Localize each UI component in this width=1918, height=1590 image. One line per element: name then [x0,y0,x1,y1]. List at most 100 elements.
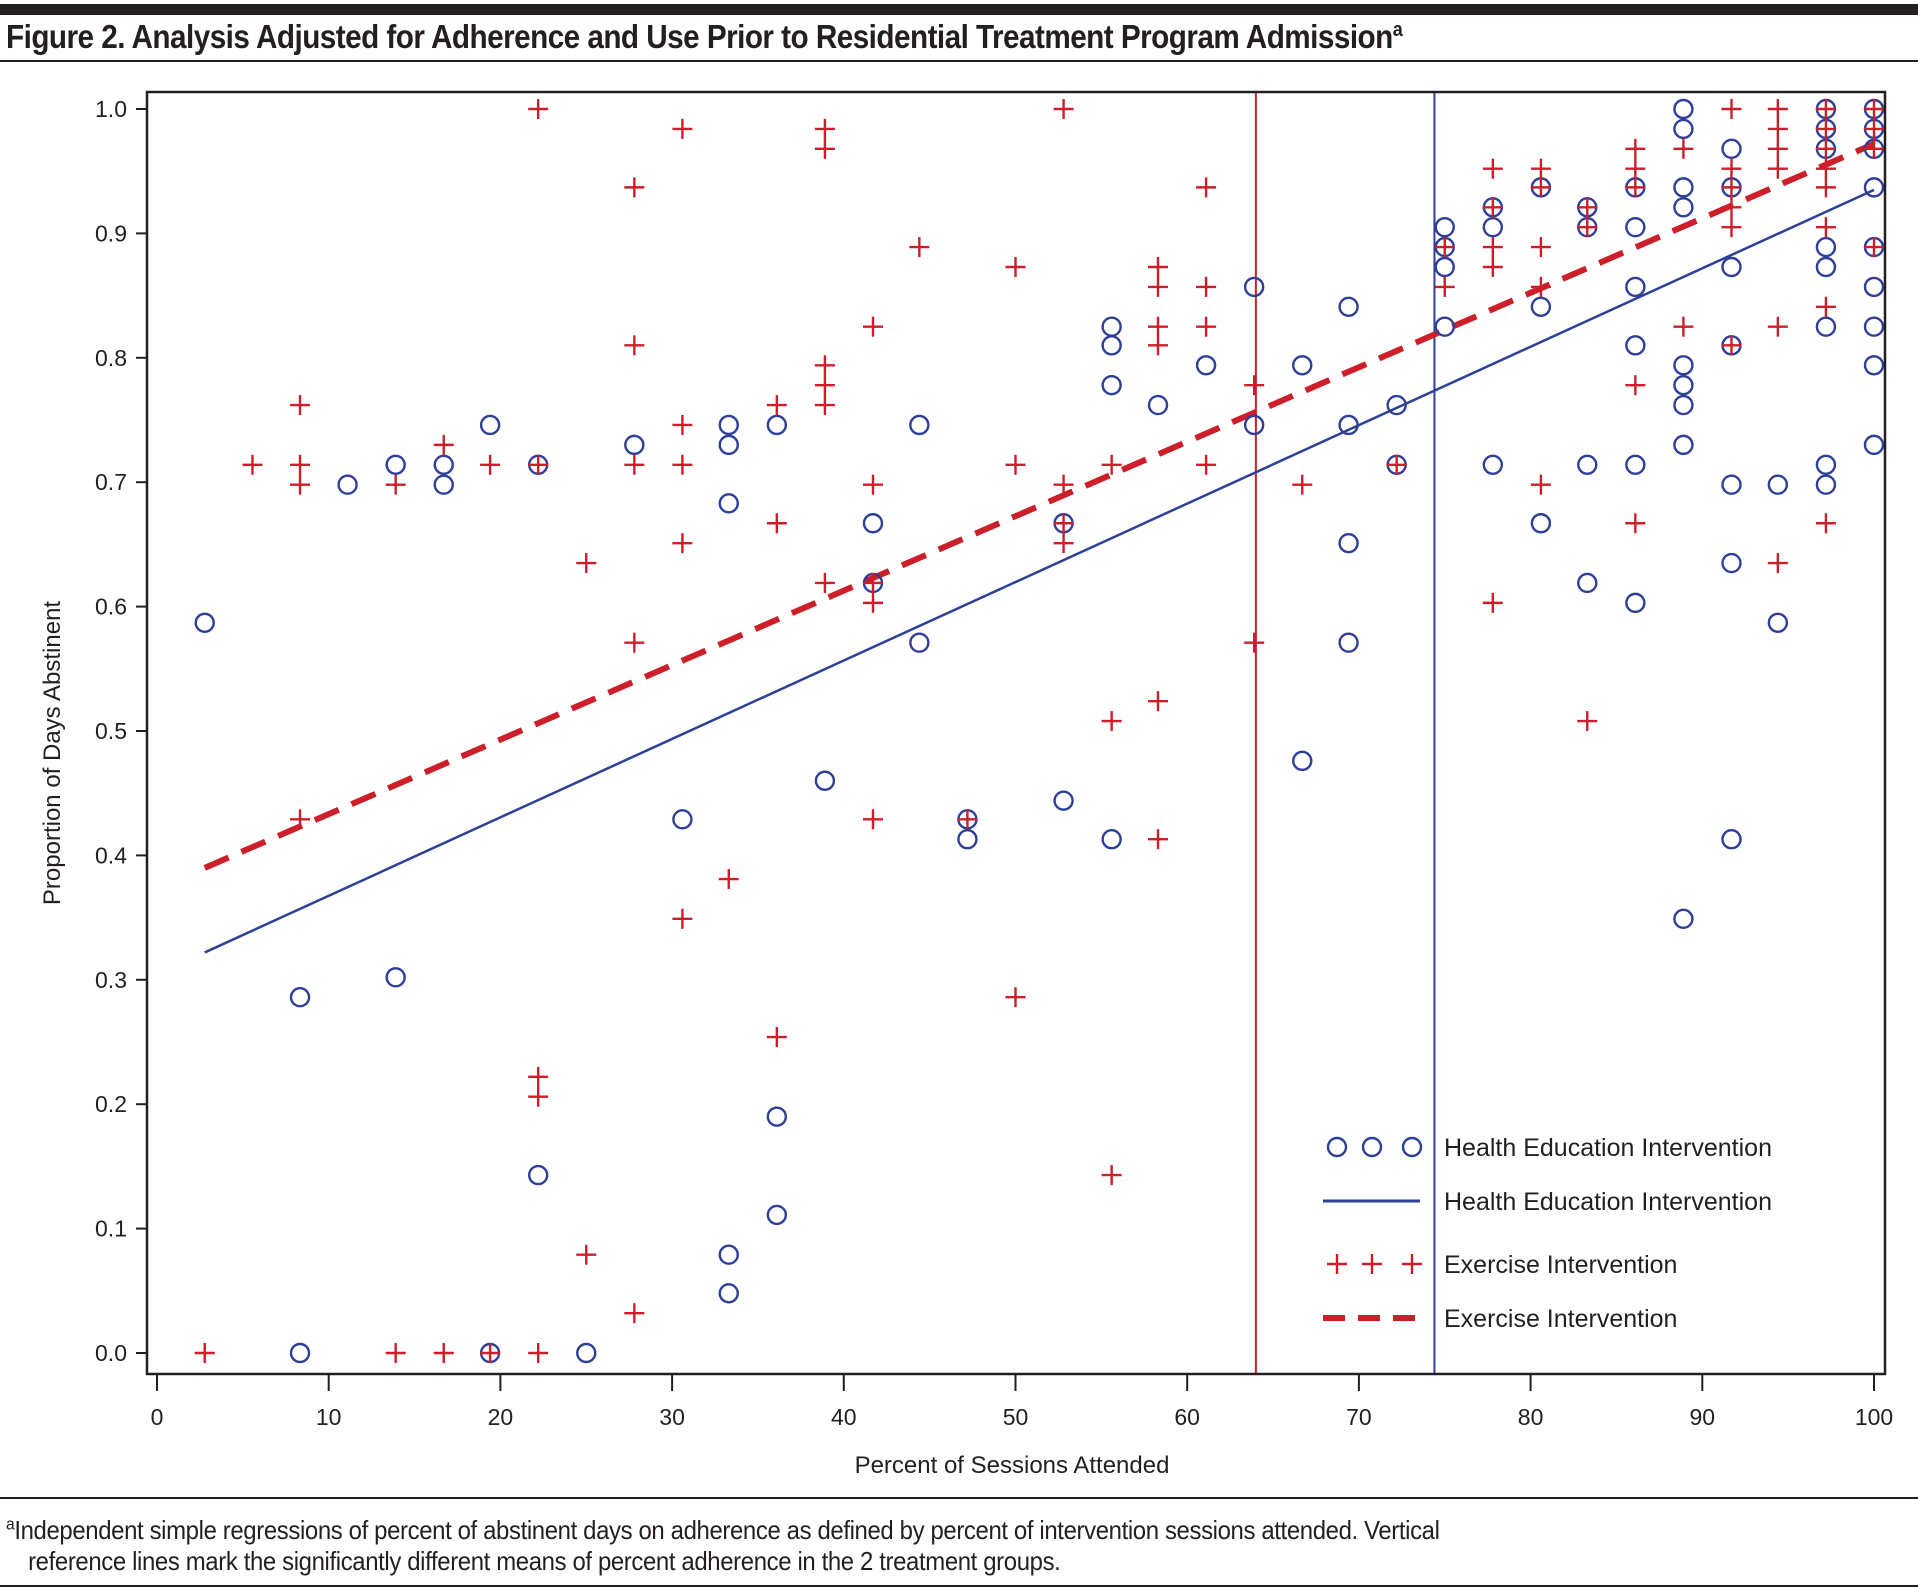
exercise-point [1101,1165,1122,1186]
x-tick-label: 70 [1346,1404,1372,1430]
title-rule [0,60,1918,62]
footnote-line-1: Independent simple regressions of percen… [14,1514,1440,1545]
exercise-point [862,316,883,337]
exercise-point [814,138,835,159]
x-tick-label: 0 [151,1404,164,1430]
health-education-point [1434,216,1455,238]
exercise-point [672,908,693,929]
legend-item: Health Education Intervention [1323,1188,1772,1216]
health-education-point [718,493,739,514]
exercise-point [1721,158,1742,179]
y-tick-label: 0.9 [95,220,127,246]
exercise-point [766,1027,787,1048]
health-education-point [1721,138,1742,160]
health-education-point [1338,296,1359,317]
health-education-point [433,474,454,495]
exercise-point [1101,711,1122,732]
health-education-point [1673,197,1694,218]
health-education-point [1673,434,1694,456]
health-education-point [1482,454,1504,475]
health-education-point [1673,908,1694,930]
health-education-point [1863,434,1885,456]
exercise-point [290,809,311,830]
exercise-point [909,237,930,258]
footnote-line-2: reference lines mark the significantly d… [28,1545,1061,1576]
exercise-point [1148,335,1169,356]
exercise-point [1721,99,1742,119]
exercise-point [1148,276,1169,297]
y-axis-title: Proportion of Days Abstinent [39,601,66,906]
exercise-point [624,177,645,198]
y-tick-label: 0.7 [95,469,127,495]
exercise-point [672,414,693,435]
legend-item: Exercise Intervention [1327,1251,1677,1279]
y-tick-label: 0.6 [95,594,127,620]
health-education-point [289,987,311,1008]
x-tick-label: 10 [316,1404,342,1430]
exercise-point [957,809,978,830]
exercise-point [1767,138,1788,159]
exercise-point [1530,474,1551,495]
health-education-point [1625,216,1646,238]
exercise-point [1386,454,1407,475]
figure-title: Figure 2. Analysis Adjusted for Adherenc… [6,18,1403,56]
health-education-point [1338,532,1359,554]
exercise-point [1244,375,1265,396]
exercise-point [672,118,693,139]
legend-circle-icon [1361,1136,1383,1158]
y-tick-label: 0.0 [95,1340,127,1366]
health-education-point [1721,552,1742,574]
health-education-point [1721,256,1742,278]
y-tick-label: 0.2 [95,1091,127,1117]
exercise-point [385,474,406,495]
exercise-point [1767,316,1788,337]
exercise-point [1148,691,1169,712]
health-education-point [289,1342,311,1364]
exercise-point [1767,158,1788,179]
exercise-point [1101,454,1122,475]
health-education-point [814,770,836,791]
exercise-point [1577,217,1598,238]
x-tick-label: 20 [488,1404,514,1430]
reference-lines [1254,92,1436,1374]
exercise-point [1292,474,1313,495]
health-education-point [1577,454,1598,475]
legend-item: Health Education Intervention [1326,1134,1772,1162]
health-education-point [527,1164,549,1186]
exercise-point [290,474,311,495]
legend-plus-icon [1327,1254,1347,1274]
exercise-point [814,118,835,139]
health-education-point [1577,572,1598,594]
health-education-point [337,474,358,495]
exercise-point [433,434,454,455]
health-education-point [194,612,215,633]
exercise-point [624,335,645,356]
health-education-point [1625,592,1646,614]
exercise-point [1815,138,1836,159]
x-tick-label: 100 [1855,1404,1893,1430]
footnote-rule-bottom [0,1585,1918,1587]
health-education-point [1815,474,1837,495]
legend-label: Health Education Intervention [1444,1134,1772,1162]
health-education-point [1434,256,1455,278]
health-education-point [1815,454,1837,475]
x-axis: 0 10 20 30 40 50 60 70 80 90 100 [151,1374,1893,1430]
exercise-point [766,513,787,534]
x-axis-title: Percent of Sessions Attended [855,1452,1170,1479]
exercise-point [242,454,263,475]
health-education-point [1767,474,1789,495]
exercise-point [1148,256,1169,277]
exercise-point [1482,592,1503,613]
figure-title-text: Figure 2. Analysis Adjusted for Adherenc… [6,18,1393,55]
health-education-point [1101,335,1122,356]
exercise-point [528,1066,549,1087]
health-education-point [1673,394,1694,416]
exercise-point [1721,217,1742,238]
exercise-point [1625,177,1646,198]
health-education-point [1101,316,1122,337]
health-education-point [909,414,930,436]
exercise-point [1815,158,1836,179]
legend: Health Education Intervention Health Educ… [1323,1134,1772,1333]
health-education-point [1673,177,1694,198]
legend-circle-icon [1401,1136,1423,1158]
